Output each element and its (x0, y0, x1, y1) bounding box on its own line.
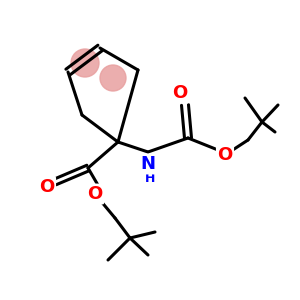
Text: N: N (140, 155, 155, 173)
Text: O: O (87, 185, 103, 203)
Text: O: O (39, 178, 55, 196)
Circle shape (71, 49, 99, 77)
Circle shape (100, 65, 126, 91)
Text: O: O (218, 146, 232, 164)
Text: O: O (172, 84, 188, 102)
Text: H: H (145, 172, 155, 184)
